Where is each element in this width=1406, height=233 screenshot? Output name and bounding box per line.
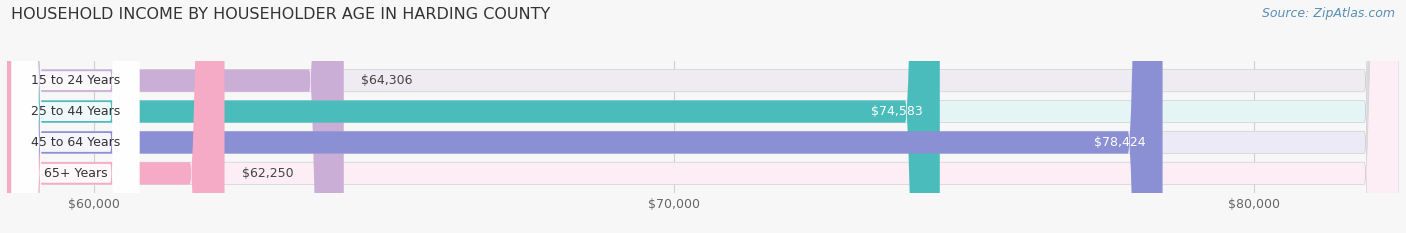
FancyBboxPatch shape <box>11 0 139 233</box>
Text: 15 to 24 Years: 15 to 24 Years <box>31 74 120 87</box>
FancyBboxPatch shape <box>7 0 343 233</box>
Text: $64,306: $64,306 <box>361 74 413 87</box>
FancyBboxPatch shape <box>7 0 939 233</box>
FancyBboxPatch shape <box>7 0 225 233</box>
Text: $74,583: $74,583 <box>870 105 922 118</box>
FancyBboxPatch shape <box>11 0 139 233</box>
FancyBboxPatch shape <box>11 0 139 233</box>
FancyBboxPatch shape <box>11 0 139 233</box>
Text: Source: ZipAtlas.com: Source: ZipAtlas.com <box>1261 7 1395 20</box>
Text: $62,250: $62,250 <box>242 167 294 180</box>
FancyBboxPatch shape <box>7 0 1399 233</box>
FancyBboxPatch shape <box>7 0 1399 233</box>
FancyBboxPatch shape <box>7 0 1163 233</box>
FancyBboxPatch shape <box>7 0 1399 233</box>
Text: 25 to 44 Years: 25 to 44 Years <box>31 105 120 118</box>
Text: $78,424: $78,424 <box>1094 136 1144 149</box>
Text: 65+ Years: 65+ Years <box>44 167 107 180</box>
FancyBboxPatch shape <box>7 0 1399 233</box>
Text: 45 to 64 Years: 45 to 64 Years <box>31 136 120 149</box>
Text: HOUSEHOLD INCOME BY HOUSEHOLDER AGE IN HARDING COUNTY: HOUSEHOLD INCOME BY HOUSEHOLDER AGE IN H… <box>11 7 551 22</box>
